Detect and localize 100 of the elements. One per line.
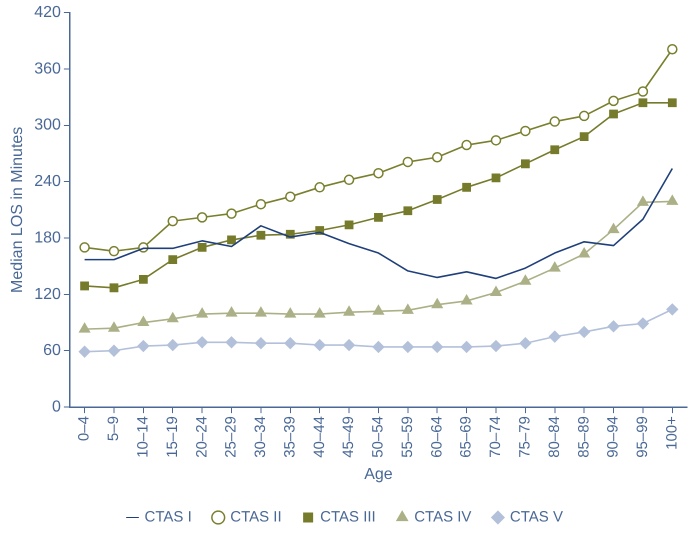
point bbox=[227, 236, 236, 244]
point bbox=[668, 98, 677, 108]
legend-label: CTAS V bbox=[510, 508, 564, 526]
point bbox=[608, 320, 620, 332]
point bbox=[432, 195, 442, 204]
x-tick-label: 90–94 bbox=[604, 416, 622, 458]
point bbox=[110, 283, 118, 292]
point bbox=[461, 140, 472, 150]
point bbox=[314, 182, 325, 193]
y-tick-label: 360 bbox=[34, 60, 61, 78]
point bbox=[548, 330, 561, 343]
x-tick-label: 75–79 bbox=[516, 416, 534, 458]
point bbox=[226, 336, 238, 348]
point bbox=[79, 242, 90, 253]
point bbox=[314, 308, 326, 318]
point bbox=[166, 339, 179, 352]
legend-label: CTAS IV bbox=[414, 508, 472, 526]
point bbox=[344, 174, 354, 186]
y-axis-title: Median LOS in Minutes bbox=[9, 126, 26, 293]
x-tick-label: 55–59 bbox=[398, 416, 416, 458]
point bbox=[578, 110, 590, 122]
point bbox=[167, 312, 178, 322]
point bbox=[638, 98, 648, 108]
point bbox=[666, 194, 678, 205]
point bbox=[78, 346, 91, 358]
point bbox=[80, 282, 89, 290]
point bbox=[520, 126, 531, 136]
point bbox=[578, 247, 590, 258]
y-tick-label: 240 bbox=[34, 173, 61, 190]
point bbox=[255, 306, 267, 317]
point bbox=[403, 206, 412, 216]
point bbox=[137, 340, 150, 352]
point bbox=[314, 339, 326, 352]
point bbox=[667, 44, 678, 54]
point bbox=[167, 216, 178, 226]
point bbox=[196, 212, 208, 223]
point bbox=[550, 116, 560, 127]
point bbox=[226, 208, 237, 219]
point bbox=[254, 337, 267, 350]
point bbox=[490, 340, 502, 352]
point bbox=[490, 135, 502, 146]
point bbox=[196, 308, 208, 318]
point bbox=[578, 326, 590, 338]
point bbox=[284, 337, 296, 350]
x-tick-label: 70–74 bbox=[487, 416, 504, 458]
x-tick-label: 15–19 bbox=[164, 416, 181, 458]
point bbox=[432, 298, 443, 308]
x-tick-label: 20–24 bbox=[193, 416, 210, 458]
point bbox=[343, 339, 356, 352]
point bbox=[372, 340, 384, 353]
point bbox=[520, 274, 532, 285]
x-tick-label: 65–69 bbox=[458, 416, 475, 458]
x-tick-label: 85–89 bbox=[575, 416, 592, 458]
point bbox=[374, 212, 383, 222]
y-tick-label: 0 bbox=[52, 398, 61, 416]
point bbox=[432, 152, 442, 162]
point bbox=[431, 340, 444, 353]
point bbox=[492, 174, 500, 182]
x-axis-title: Age bbox=[364, 466, 393, 483]
legend-label: CTAS III bbox=[320, 508, 376, 526]
point bbox=[226, 306, 238, 317]
point bbox=[256, 198, 266, 210]
point bbox=[402, 156, 414, 168]
x-tick-label: 45–49 bbox=[340, 416, 358, 458]
x-tick-label: 0–4 bbox=[76, 416, 93, 442]
point bbox=[138, 274, 148, 284]
y-tick-label: 300 bbox=[34, 116, 61, 134]
point bbox=[490, 286, 502, 296]
point bbox=[285, 191, 296, 202]
legend-label: CTAS I bbox=[144, 508, 192, 526]
point bbox=[550, 145, 560, 154]
y-tick-label: 180 bbox=[34, 229, 61, 246]
point bbox=[108, 246, 120, 256]
point bbox=[402, 304, 414, 314]
x-tick-label: 80–84 bbox=[546, 416, 563, 458]
point bbox=[198, 243, 207, 252]
point bbox=[372, 304, 384, 315]
x-tick-label: 50–54 bbox=[370, 416, 387, 458]
point bbox=[636, 317, 649, 330]
point bbox=[284, 308, 296, 318]
point bbox=[196, 336, 208, 348]
point bbox=[638, 86, 648, 97]
point bbox=[519, 337, 532, 350]
point bbox=[108, 322, 120, 332]
point bbox=[520, 159, 530, 168]
point bbox=[344, 220, 354, 230]
point bbox=[373, 168, 384, 178]
legend-label: CTAS II bbox=[230, 508, 282, 526]
x-tick-label: 25–29 bbox=[222, 416, 240, 458]
y-tick-label: 60 bbox=[43, 342, 61, 360]
point bbox=[608, 223, 620, 234]
x-tick-label: 95–99 bbox=[634, 416, 652, 458]
point bbox=[138, 316, 150, 326]
x-tick-label: 100+ bbox=[663, 416, 680, 450]
point bbox=[460, 340, 473, 353]
y-tick-label: 120 bbox=[34, 286, 61, 303]
x-tick-label: 30–34 bbox=[252, 416, 270, 458]
x-tick-label: 40–44 bbox=[310, 416, 328, 458]
point bbox=[462, 182, 471, 192]
point bbox=[343, 306, 355, 316]
